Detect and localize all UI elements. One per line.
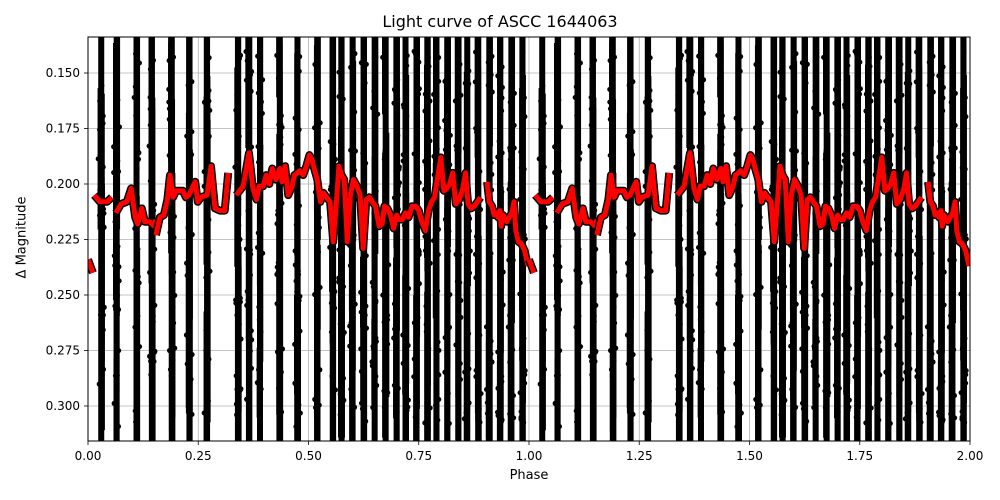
observation-points [95, 37, 969, 441]
x-tick-label: 2.00 [957, 449, 984, 463]
x-tick-label: 0.75 [405, 449, 432, 463]
chart-title: Light curve of ASCC 1644063 [382, 12, 618, 31]
y-tick-label: 0.225 [46, 233, 80, 247]
x-tick-label: 1.50 [736, 449, 763, 463]
y-tick-label: 0.300 [46, 399, 80, 413]
x-tick-label: 1.25 [626, 449, 653, 463]
x-tick-label: 1.00 [516, 449, 543, 463]
y-tick-label: 0.150 [46, 66, 80, 80]
x-tick-label: 0.00 [75, 449, 102, 463]
y-tick-label: 0.175 [46, 122, 80, 136]
y-axis-ticks: 0.150 0.175 0.200 0.225 0.250 0.275 0.300 [46, 66, 88, 413]
x-axis-label: Phase [509, 468, 549, 483]
y-tick-label: 0.275 [46, 344, 80, 358]
y-tick-label: 0.200 [46, 177, 80, 191]
x-tick-label: 1.75 [846, 449, 873, 463]
x-axis-ticks: 0.00 0.25 0.50 0.75 1.00 1.25 1.50 1.75 2.00 [75, 441, 984, 463]
model-curve [88, 148, 970, 275]
y-tick-label: 0.250 [46, 288, 80, 302]
x-tick-label: 0.25 [185, 449, 212, 463]
x-tick-label: 0.50 [295, 449, 322, 463]
